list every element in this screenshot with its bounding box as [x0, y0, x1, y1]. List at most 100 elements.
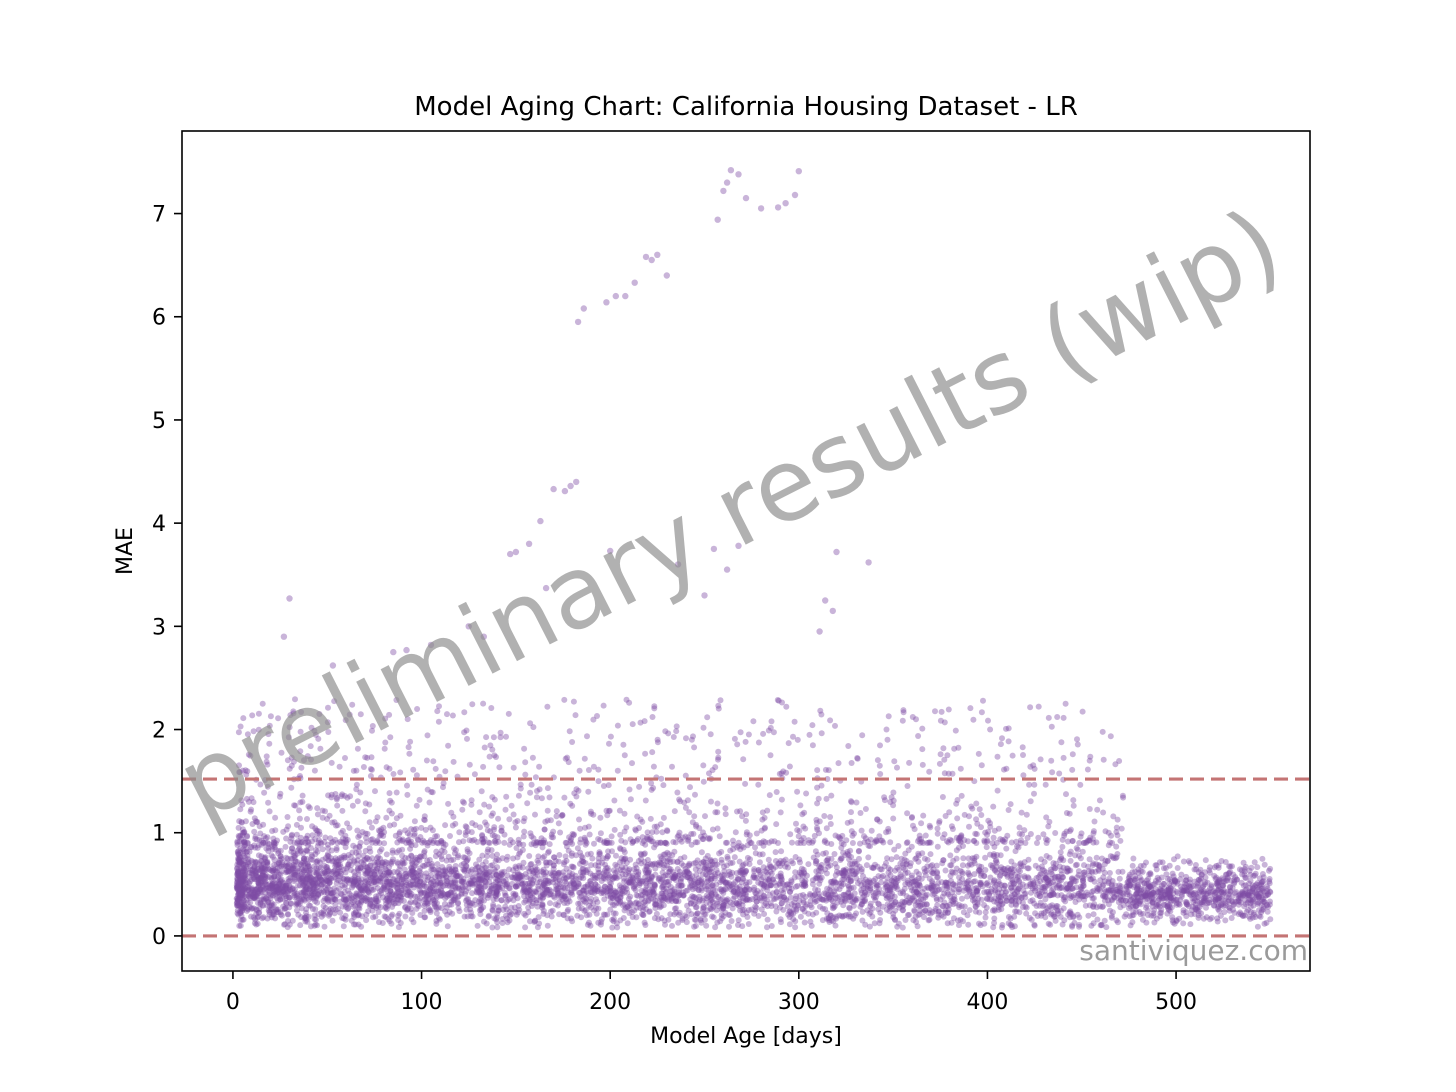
scatter-point [478, 905, 485, 912]
scatter-point [266, 903, 273, 910]
scatter-point [303, 871, 310, 878]
scatter-point [693, 823, 699, 830]
scatter-point [341, 884, 348, 891]
scatter-point [381, 913, 388, 920]
scatter-point [1038, 863, 1045, 870]
scatter-point [660, 857, 667, 864]
scatter-point [989, 864, 996, 871]
scatter-point [409, 861, 416, 868]
scatter-point [292, 858, 299, 865]
scatter-point [913, 855, 920, 862]
scatter-point [972, 878, 978, 885]
scatter-point [576, 894, 583, 901]
scatter-point [988, 886, 995, 892]
scatter-point [647, 889, 654, 896]
scatter-point [858, 882, 865, 889]
scatter-point [554, 887, 561, 894]
scatter-point [717, 896, 724, 903]
scatter-point [816, 863, 823, 870]
scatter-point [867, 843, 873, 850]
scatter-point [1243, 908, 1250, 915]
scatter-point [604, 853, 611, 860]
scatter-point [382, 904, 389, 911]
scatter-point [929, 880, 936, 887]
scatter-point [991, 843, 998, 850]
scatter-point [519, 847, 526, 853]
scatter-point [506, 885, 513, 892]
scatter-point [737, 869, 744, 876]
scatter-point [947, 852, 954, 859]
scatter-point [284, 859, 291, 866]
scatter-point [353, 893, 360, 900]
scatter-point [916, 832, 923, 839]
scatter-point [761, 902, 768, 909]
scatter-point [912, 856, 919, 862]
scatter-point [776, 880, 783, 887]
scatter-point [692, 859, 699, 866]
scatter-point [624, 878, 630, 884]
scatter-point [934, 870, 941, 877]
scatter-point [388, 913, 395, 920]
scatter-point [996, 881, 1003, 887]
scatter-point [1068, 893, 1075, 900]
scatter-point [1144, 890, 1151, 897]
scatter-point [303, 916, 310, 923]
scatter-point [1163, 888, 1170, 894]
scatter-point [902, 850, 909, 857]
scatter-point [502, 877, 509, 883]
scatter-point [1144, 907, 1151, 914]
scatter-point [1247, 877, 1254, 884]
scatter-point [717, 918, 724, 925]
scatter-point [245, 883, 252, 890]
scatter-point [699, 897, 706, 904]
scatter-point [598, 919, 605, 925]
scatter-point [782, 856, 789, 863]
scatter-point [369, 886, 375, 893]
scatter-point [454, 873, 461, 880]
scatter-point [741, 887, 748, 894]
scatter-point [956, 844, 962, 851]
scatter-point [258, 889, 265, 895]
scatter-point [707, 895, 714, 902]
scatter-point [823, 870, 830, 877]
scatter-point [935, 880, 942, 886]
scatter-point [381, 886, 388, 893]
scatter-point [960, 918, 966, 925]
scatter-point [850, 884, 857, 891]
scatter-point [781, 894, 788, 901]
scatter-point [867, 909, 874, 916]
scatter-point [656, 898, 663, 905]
scatter-point [477, 877, 484, 884]
scatter-point [1039, 889, 1045, 895]
scatter-point [454, 894, 461, 901]
scatter-point [681, 872, 688, 879]
scatter-point [649, 862, 656, 869]
scatter-point [688, 879, 695, 886]
scatter-point [312, 847, 319, 854]
scatter-point [789, 839, 795, 846]
scatter-point [602, 883, 608, 890]
scatter-point [463, 897, 469, 904]
scatter-point [1010, 880, 1017, 887]
scatter-point [670, 875, 677, 882]
scatter-point [560, 869, 567, 876]
scatter-point [253, 892, 260, 899]
scatter-point [970, 885, 977, 892]
scatter-point [1204, 900, 1211, 907]
scatter-point [1143, 919, 1150, 926]
scatter-point [1149, 881, 1156, 888]
scatter-point [466, 902, 473, 909]
scatter-point [492, 837, 499, 844]
scatter-point [510, 855, 517, 862]
scatter-point [1008, 865, 1015, 872]
scatter-point [437, 880, 444, 886]
scatter-point [976, 920, 982, 927]
scatter-point [340, 915, 347, 922]
scatter-point [1150, 910, 1157, 917]
scatter-point [1090, 895, 1097, 902]
scatter-point [260, 914, 267, 921]
scatter-point [1248, 897, 1255, 904]
scatter-point [271, 861, 278, 868]
scatter-point [554, 889, 561, 896]
